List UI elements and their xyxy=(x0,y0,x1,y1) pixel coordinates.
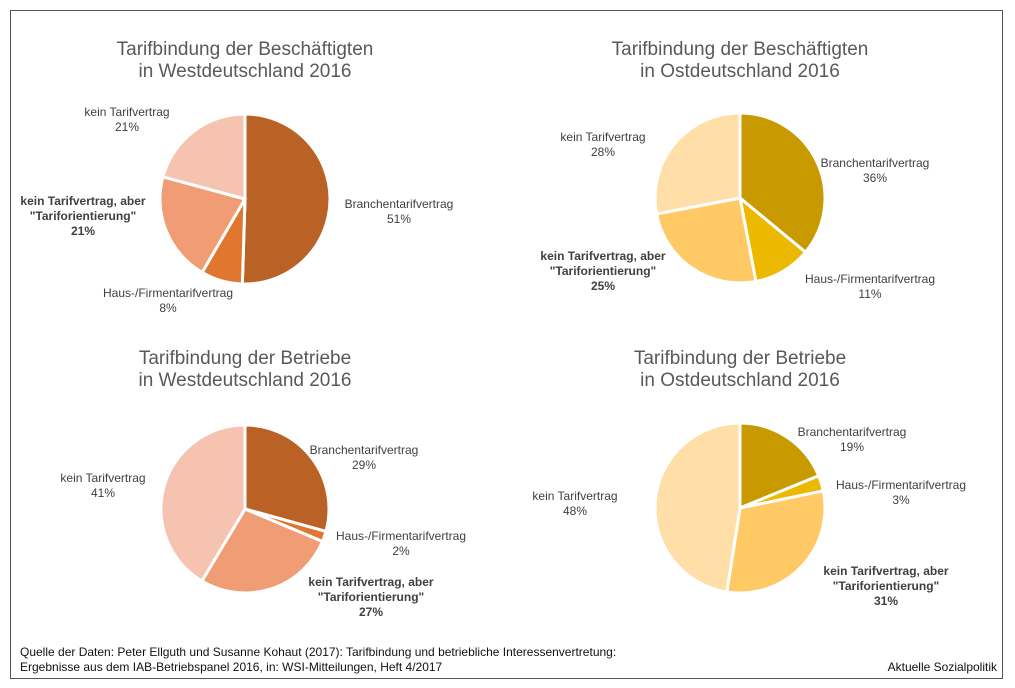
pie-slice xyxy=(161,112,247,201)
slice-label: kein Tarifvertrag 28% xyxy=(560,130,645,160)
slice-label-text: Haus-/Firmentarifvertrag xyxy=(835,478,967,492)
chart-title-line: Tarifbindung der Betriebe xyxy=(633,348,847,369)
pie-slice xyxy=(158,174,248,275)
slice-label-text: kein Tarifvertrag xyxy=(532,489,618,503)
pie-slice xyxy=(653,421,742,594)
slice-percent: 31% xyxy=(873,594,899,608)
slice-label-text: kein Tarifvertrag, aber xyxy=(20,194,146,208)
slice-label-text: Haus-/Firmentarifvertrag xyxy=(102,286,234,300)
pie-chart-1 xyxy=(158,112,332,286)
slice-label-text: "Tariforientierung" xyxy=(549,264,657,278)
chart-title-line: Tarifbindung der Betriebe xyxy=(138,348,352,369)
slice-label: Haus-/Firmentarifvertrag 8% xyxy=(103,286,233,316)
slice-percent: 21% xyxy=(114,120,140,134)
slice-label: kein Tarifvertrag 21% xyxy=(84,105,169,135)
slice-percent: 48% xyxy=(562,504,588,518)
slice-label: Haus-/Firmentarifvertrag 2% xyxy=(336,529,466,559)
chart-title-line: in Ostdeutschland 2016 xyxy=(640,370,840,391)
slice-label: kein Tarifvertrag 41% xyxy=(60,471,145,501)
pie-chart-2 xyxy=(653,111,827,285)
slice-percent: 25% xyxy=(590,279,616,293)
slice-label: kein Tarifvertrag 48% xyxy=(532,489,617,519)
source-line-1: Quelle der Daten: Peter Ellguth und Susa… xyxy=(20,645,617,659)
slice-percent: 41% xyxy=(90,486,116,500)
pie-slice xyxy=(243,423,331,534)
slice-label-text: Haus-/Firmentarifvertrag xyxy=(335,529,467,543)
source-note: Quelle der Daten: Peter Ellguth und Susa… xyxy=(20,645,616,675)
slice-percent: 8% xyxy=(159,301,177,315)
chart-title-line: Tarifbindung der Beschäftigten xyxy=(116,39,374,60)
chart-title-line: in Westdeutschland 2016 xyxy=(138,61,352,82)
chart-title: Tarifbindung der Betriebe in Westdeutschl… xyxy=(138,348,351,392)
slice-percent: 51% xyxy=(386,212,412,226)
slice-percent: 27% xyxy=(358,605,384,619)
slice-label: kein Tarifvertrag, aber "Tariforientierun… xyxy=(20,194,145,239)
slice-label: kein Tarifvertrag, aber "Tariforientierun… xyxy=(823,564,948,609)
slice-percent: 3% xyxy=(892,493,910,507)
slice-percent: 29% xyxy=(351,458,377,472)
slice-label-text: Branchentarifvertrag xyxy=(309,443,419,457)
slice-label: Branchentarifvertrag 29% xyxy=(310,443,419,473)
slice-percent: 11% xyxy=(858,287,882,301)
slice-label: Branchentarifvertrag 36% xyxy=(821,156,930,186)
slice-label: kein Tarifvertrag, aber "Tariforientierun… xyxy=(308,575,433,620)
chart-title: Tarifbindung der Beschäftigten in Westdeu… xyxy=(117,39,374,83)
slice-label-text: kein Tarifvertrag xyxy=(560,130,646,144)
chart-title: Tarifbindung der Betriebe in Ostdeutschla… xyxy=(634,348,846,392)
slice-label-text: kein Tarifvertrag, aber xyxy=(540,249,666,263)
chart-title-line: in Westdeutschland 2016 xyxy=(138,370,352,391)
pie-chart-4 xyxy=(653,421,827,595)
pie-slice xyxy=(653,111,742,216)
slice-label-text: "Tariforientierung" xyxy=(832,579,940,593)
slice-percent: 28% xyxy=(590,145,616,159)
chart-title-line: Tarifbindung der Beschäftigten xyxy=(611,39,869,60)
pie-slice xyxy=(738,111,827,255)
slice-label-text: Branchentarifvertrag xyxy=(797,425,907,439)
pie-slice xyxy=(199,507,325,595)
slice-label-text: kein Tarifvertrag xyxy=(84,105,170,119)
pie-slice xyxy=(159,423,247,584)
pie-slice xyxy=(240,112,332,286)
slice-label: Haus-/Firmentarifvertrag 11% xyxy=(805,272,935,302)
slice-label-text: kein Tarifvertrag, aber xyxy=(823,564,949,578)
slice-label-text: "Tariforientierung" xyxy=(29,209,137,223)
brand-label: Aktuelle Sozialpolitik xyxy=(887,660,997,674)
chart-title-line: in Ostdeutschland 2016 xyxy=(640,61,840,82)
slice-label: Branchentarifvertrag 19% xyxy=(798,425,907,455)
pie-chart-3 xyxy=(159,423,331,595)
slice-percent: 2% xyxy=(392,544,410,558)
slice-label: kein Tarifvertrag, aber "Tariforientierun… xyxy=(540,249,665,294)
slice-label-text: Branchentarifvertrag xyxy=(344,197,454,211)
source-line-2: Ergebnisse aus dem IAB-Betriebspanel 201… xyxy=(20,660,443,674)
slice-percent: 36% xyxy=(862,171,888,185)
chart-title: Tarifbindung der Beschäftigten in Ostdeut… xyxy=(612,39,869,83)
chart-frame xyxy=(10,10,1003,679)
pie-slice xyxy=(738,421,821,511)
slice-label-text: Branchentarifvertrag xyxy=(820,156,930,170)
slice-percent: 21% xyxy=(70,224,96,238)
slice-label: Haus-/Firmentarifvertrag 3% xyxy=(836,478,966,508)
slice-label-text: "Tariforientierung" xyxy=(317,590,425,604)
slice-percent: 19% xyxy=(839,440,865,454)
pie-slice xyxy=(725,489,827,595)
slice-label: Branchentarifvertrag 51% xyxy=(345,197,454,227)
slice-label-text: kein Tarifvertrag xyxy=(60,471,146,485)
slice-label-text: Haus-/Firmentarifvertrag xyxy=(804,272,936,286)
slice-label-text: kein Tarifvertrag, aber xyxy=(308,575,434,589)
pie-slice xyxy=(654,196,758,285)
